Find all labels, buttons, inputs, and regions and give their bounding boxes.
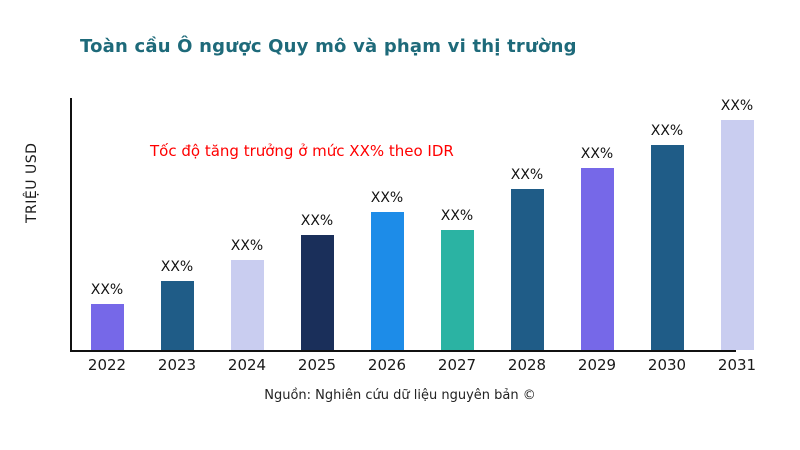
bar-value-label: XX% <box>300 213 334 229</box>
bar-value-label: XX% <box>370 190 404 206</box>
bar <box>510 189 544 350</box>
bar <box>230 260 264 350</box>
bar-value-label: XX% <box>90 282 124 298</box>
bar-column: XX% <box>282 213 352 350</box>
chart-title: Toàn cầu Ô ngược Quy mô và phạm vi thị t… <box>80 36 577 57</box>
x-axis-tick-label: 2025 <box>297 356 337 374</box>
x-axis-tick-label: 2029 <box>577 356 617 374</box>
bar <box>300 235 334 350</box>
plot-area: Tốc độ tăng trưởng ở mức XX% theo IDR XX… <box>70 98 772 352</box>
x-axis-tick-label: 2031 <box>717 356 757 374</box>
bar-value-label: XX% <box>510 167 544 183</box>
bars: XX% XX% XX% XX% XX% XX% XX% XX% XX% XX% <box>72 98 772 350</box>
bar <box>160 281 194 350</box>
x-axis-line <box>70 350 736 352</box>
bar-column: XX% <box>422 208 492 350</box>
x-axis-tick-label: 2030 <box>647 356 687 374</box>
bar-value-label: XX% <box>230 238 264 254</box>
bar-value-label: XX% <box>720 98 754 114</box>
bar-column: XX% <box>142 259 212 350</box>
x-axis-tick-label: 2024 <box>227 356 267 374</box>
bar <box>440 230 474 350</box>
x-axis-tick-label: 2023 <box>157 356 197 374</box>
bar <box>90 304 124 350</box>
bar <box>370 212 404 350</box>
bar-column: XX% <box>492 167 562 350</box>
bar-value-label: XX% <box>650 123 684 139</box>
x-axis-tick-label: 2022 <box>87 356 127 374</box>
bar-column: XX% <box>72 282 142 350</box>
bar-column: XX% <box>632 123 702 350</box>
bar-column: XX% <box>212 238 282 350</box>
y-axis-label: TRIỆU USD <box>24 142 40 224</box>
growth-rate-annotation: Tốc độ tăng trưởng ở mức XX% theo IDR <box>150 142 454 160</box>
y-axis-line <box>70 98 72 350</box>
bar-value-label: XX% <box>440 208 474 224</box>
source-note: Nguồn: Nghiên cứu dữ liệu nguyên bản © <box>264 388 536 403</box>
x-axis-tick-label: 2028 <box>507 356 547 374</box>
bar-column: XX% <box>562 146 632 350</box>
bar-value-label: XX% <box>160 259 194 275</box>
x-axis-tick-label: 2027 <box>437 356 477 374</box>
bar-column: XX% <box>352 190 422 350</box>
x-axis-tick-label: 2026 <box>367 356 407 374</box>
bar <box>580 168 614 350</box>
bar-column: XX% <box>702 98 772 350</box>
x-axis-tick-row: 2022 2023 2024 2025 2026 2027 2028 2029 2030 2031 <box>72 356 772 374</box>
bar <box>720 120 754 350</box>
bar <box>650 145 684 350</box>
bar-value-label: XX% <box>580 146 614 162</box>
